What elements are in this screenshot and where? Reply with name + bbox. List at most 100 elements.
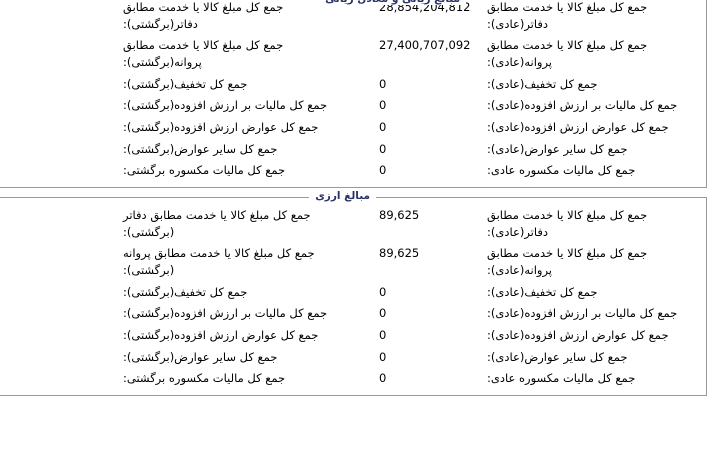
return-value-cell bbox=[0, 281, 119, 303]
row-label-return: جمع کل مبلغ کالا یا خدمت مطابق دفاتر(برگ… bbox=[123, 0, 284, 31]
section-rial-amounts: مبالغ ریالی و معادل ریالی جمع کل مبلغ کا… bbox=[0, 0, 707, 189]
table-row: جمع کل مبلغ کالا یا خدمت مطابق پروانه(عا… bbox=[0, 34, 706, 72]
rial-amounts-table: جمع کل مبلغ کالا یا خدمت مطابق دفاتر(عاد… bbox=[0, 0, 706, 181]
normal-value-cell: 27,400,707,092 bbox=[379, 38, 471, 53]
row-label-return: جمع کل تخفیف(برگشتی): bbox=[123, 76, 248, 91]
normal-label-cell: جمع کل عوارض ارزش افزوده(عادی): bbox=[483, 324, 706, 346]
row-label-normal: جمع کل مالیات مکسوره عادی: bbox=[487, 371, 636, 386]
return-label-cell: جمع کل عوارض ارزش افزوده(برگشتی): bbox=[119, 324, 357, 346]
row-label-normal: جمع کل سایر عوارض(عادی): bbox=[487, 141, 628, 156]
table-row: جمع کل مبلغ کالا یا خدمت مطابق پروانه(عا… bbox=[0, 242, 706, 280]
return-value-cell bbox=[0, 302, 119, 324]
normal-value-cell: 0 bbox=[379, 141, 387, 156]
return-value-cell bbox=[0, 159, 119, 181]
table-row: جمع کل تخفیف(عادی): 0 جمع کل تخفیف(برگشت… bbox=[0, 281, 706, 303]
table-row: جمع کل عوارض ارزش افزوده(عادی): 0 جمع کل… bbox=[0, 324, 706, 346]
normal-label-cell: جمع کل سایر عوارض(عادی): bbox=[483, 346, 706, 368]
normal-value-cell: 89,625 bbox=[379, 246, 420, 261]
row-label-normal: جمع کل مبلغ کالا یا خدمت مطابق پروانه(عا… bbox=[487, 246, 648, 278]
normal-value-cell: 0 bbox=[379, 371, 387, 386]
normal-value-cell: 0 bbox=[379, 163, 387, 178]
row-label-return: جمع کل تخفیف(برگشتی): bbox=[123, 284, 248, 299]
normal-value-cell: 0 bbox=[379, 76, 387, 91]
row-label-return: جمع کل مبلغ کالا یا خدمت مطابق پروانه(بر… bbox=[123, 38, 284, 70]
row-label-normal: جمع کل مبلغ کالا یا خدمت مطابق دفاتر(عاد… bbox=[487, 208, 648, 239]
row-label-normal: جمع کل مالیات مکسوره عادی: bbox=[487, 163, 636, 178]
row-label-return: جمع کل سایر عوارض(برگشتی): bbox=[123, 141, 278, 156]
table-row: جمع کل مبلغ کالا یا خدمت مطابق دفاتر(عاد… bbox=[0, 0, 706, 34]
normal-label-cell: جمع کل مالیات مکسوره عادی: bbox=[483, 159, 706, 181]
normal-label-cell: جمع کل تخفیف(عادی): bbox=[483, 73, 706, 95]
normal-label-cell: جمع کل عوارض ارزش افزوده(عادی): bbox=[483, 116, 706, 138]
return-label-cell: جمع کل مالیات مکسوره برگشتی: bbox=[119, 159, 357, 181]
rial-amounts-body: جمع کل مبلغ کالا یا خدمت مطابق دفاتر(عاد… bbox=[0, 0, 706, 181]
row-label-return: جمع کل مبلغ کالا یا خدمت مطابق دفاتر (بر… bbox=[123, 208, 311, 239]
return-label-cell: جمع کل سایر عوارض(برگشتی): bbox=[119, 346, 357, 368]
return-label-cell: جمع کل مبلغ کالا یا خدمت مطابق پروانه(بر… bbox=[119, 34, 357, 72]
row-label-normal: جمع کل تخفیف(عادی): bbox=[487, 284, 598, 299]
row-label-normal: جمع کل مالیات بر ارزش افزوده(عادی): bbox=[487, 306, 678, 321]
return-label-cell: جمع کل مالیات بر ارزش افزوده(برگشتی): bbox=[119, 94, 357, 116]
return-label-cell: جمع کل مبلغ کالا یا خدمت مطابق دفاتر (بر… bbox=[119, 204, 357, 242]
normal-label-cell: جمع کل مبلغ کالا یا خدمت مطابق دفاتر(عاد… bbox=[483, 0, 706, 34]
return-label-cell: جمع کل مبلغ کالا یا خدمت مطابق پروانه (ب… bbox=[119, 242, 357, 280]
foreign-currency-amounts-table: جمع کل مبلغ کالا یا خدمت مطابق دفاتر(عاد… bbox=[0, 204, 706, 389]
row-label-return: جمع کل مالیات بر ارزش افزوده(برگشتی): bbox=[123, 306, 328, 321]
section-arz-legend: مبالغ ارزی bbox=[309, 190, 376, 203]
return-value-cell bbox=[0, 242, 119, 280]
return-value-cell bbox=[0, 138, 119, 160]
normal-label-cell: جمع کل مبلغ کالا یا خدمت مطابق پروانه(عا… bbox=[483, 242, 706, 280]
row-label-normal: جمع کل عوارض ارزش افزوده(عادی): bbox=[487, 120, 669, 135]
table-row: جمع کل مالیات مکسوره عادی: 0 جمع کل مالی… bbox=[0, 159, 706, 181]
table-row: جمع کل مالیات مکسوره عادی: 0 جمع کل مالی… bbox=[0, 367, 706, 389]
normal-value-cell: 0 bbox=[379, 328, 387, 343]
return-value-cell bbox=[0, 94, 119, 116]
return-value-cell bbox=[0, 204, 119, 242]
table-row: جمع کل سایر عوارض(عادی): 0 جمع کل سایر ع… bbox=[0, 346, 706, 368]
return-value-cell bbox=[0, 34, 119, 72]
return-label-cell: جمع کل مبلغ کالا یا خدمت مطابق دفاتر(برگ… bbox=[119, 0, 357, 34]
row-label-normal: جمع کل مالیات بر ارزش افزوده(عادی): bbox=[487, 98, 678, 113]
table-row: جمع کل مالیات بر ارزش افزوده(عادی): 0 جم… bbox=[0, 302, 706, 324]
row-label-normal: جمع کل تخفیف(عادی): bbox=[487, 76, 598, 91]
row-label-return: جمع کل مالیات بر ارزش افزوده(برگشتی): bbox=[123, 98, 328, 113]
return-value-cell bbox=[0, 367, 119, 389]
normal-label-cell: جمع کل مبلغ کالا یا خدمت مطابق دفاتر(عاد… bbox=[483, 204, 706, 242]
normal-label-cell: جمع کل سایر عوارض(عادی): bbox=[483, 138, 706, 160]
section-foreign-currency-amounts: مبالغ ارزی جمع کل مبلغ کالا یا خدمت مطاب… bbox=[0, 190, 707, 397]
normal-label-cell: جمع کل تخفیف(عادی): bbox=[483, 281, 706, 303]
row-label-normal: جمع کل مبلغ کالا یا خدمت مطابق دفاتر(عاد… bbox=[487, 0, 648, 31]
return-label-cell: جمع کل تخفیف(برگشتی): bbox=[119, 73, 357, 95]
normal-value-cell: 0 bbox=[379, 98, 387, 113]
return-label-cell: جمع کل مالیات بر ارزش افزوده(برگشتی): bbox=[119, 302, 357, 324]
normal-label-cell: جمع کل مالیات بر ارزش افزوده(عادی): bbox=[483, 302, 706, 324]
row-label-return: جمع کل عوارض ارزش افزوده(برگشتی): bbox=[123, 120, 319, 135]
row-label-return: جمع کل مالیات مکسوره برگشتی: bbox=[123, 163, 286, 178]
return-label-cell: جمع کل عوارض ارزش افزوده(برگشتی): bbox=[119, 116, 357, 138]
return-value-cell bbox=[0, 324, 119, 346]
foreign-currency-amounts-body: جمع کل مبلغ کالا یا خدمت مطابق دفاتر(عاد… bbox=[0, 204, 706, 389]
row-label-normal: جمع کل سایر عوارض(عادی): bbox=[487, 349, 628, 364]
return-label-cell: جمع کل مالیات مکسوره برگشتی: bbox=[119, 367, 357, 389]
table-row: جمع کل سایر عوارض(عادی): 0 جمع کل سایر ع… bbox=[0, 138, 706, 160]
return-label-cell: جمع کل تخفیف(برگشتی): bbox=[119, 281, 357, 303]
return-value-cell bbox=[0, 116, 119, 138]
normal-label-cell: جمع کل مالیات مکسوره عادی: bbox=[483, 367, 706, 389]
normal-label-cell: جمع کل مبلغ کالا یا خدمت مطابق پروانه(عا… bbox=[483, 34, 706, 72]
row-label-return: جمع کل سایر عوارض(برگشتی): bbox=[123, 349, 278, 364]
row-label-return: جمع کل مبلغ کالا یا خدمت مطابق پروانه (ب… bbox=[123, 246, 315, 278]
normal-value-cell: 0 bbox=[379, 349, 387, 364]
row-label-return: جمع کل عوارض ارزش افزوده(برگشتی): bbox=[123, 328, 319, 343]
return-value-cell bbox=[0, 0, 119, 34]
row-label-return: جمع کل مالیات مکسوره برگشتی: bbox=[123, 371, 286, 386]
normal-value-cell: 0 bbox=[379, 284, 387, 299]
normal-label-cell: جمع کل مالیات بر ارزش افزوده(عادی): bbox=[483, 94, 706, 116]
normal-value-cell: 0 bbox=[379, 120, 387, 135]
normal-value-cell: 89,625 bbox=[379, 208, 420, 223]
table-row: جمع کل تخفیف(عادی): 0 جمع کل تخفیف(برگشت… bbox=[0, 73, 706, 95]
section-rial-legend: مبالغ ریالی و معادل ریالی bbox=[319, 0, 466, 5]
normal-value-cell: 28,854,204,812 bbox=[379, 0, 471, 14]
table-row: جمع کل مالیات بر ارزش افزوده(عادی): 0 جم… bbox=[0, 94, 706, 116]
row-label-normal: جمع کل مبلغ کالا یا خدمت مطابق پروانه(عا… bbox=[487, 38, 648, 70]
